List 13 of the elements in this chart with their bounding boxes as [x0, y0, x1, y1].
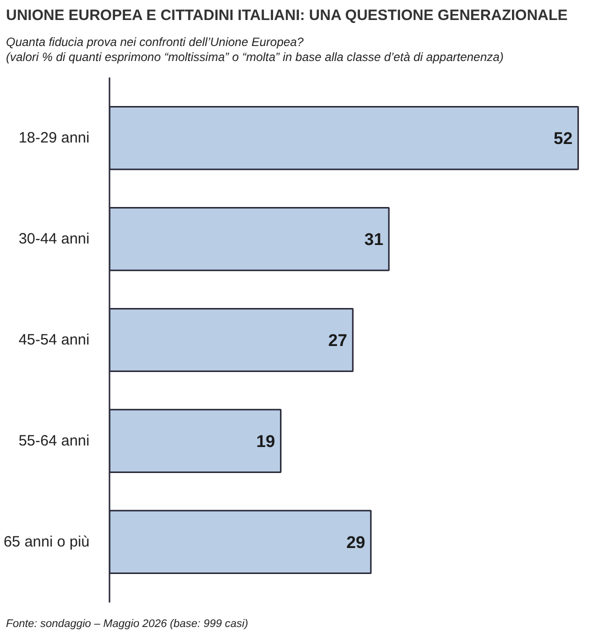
y-tick-label: 18-29 anni	[18, 130, 90, 147]
data-label: 31	[364, 230, 384, 250]
data-label: 29	[346, 532, 366, 552]
y-tick-label: 65 anni o più	[4, 533, 90, 550]
chart-subtitle: Quanta fiducia prova nei confronti dell’Unione Europea? (valori % di quanti esprimono “moltissima” o “molta” in base alla classe d’età di appartenenza)	[6, 35, 504, 65]
y-tick-label: 45-54 anni	[18, 332, 90, 348]
y-tick-label: 30-44 anni	[18, 230, 90, 248]
data-label: 19	[256, 432, 276, 451]
chart-title: UNIONE EUROPEA E CITTADINI ITALIANI: UNA QUESTIONE GENERAZIONALE	[6, 6, 568, 26]
y-tick-label: 55-64 anni	[18, 432, 90, 450]
data-label: 27	[328, 331, 348, 350]
source-note: Fonte: sondaggio – Maggio 2026 (base: 999 casi)	[6, 617, 248, 632]
data-label: 52	[554, 129, 573, 148]
